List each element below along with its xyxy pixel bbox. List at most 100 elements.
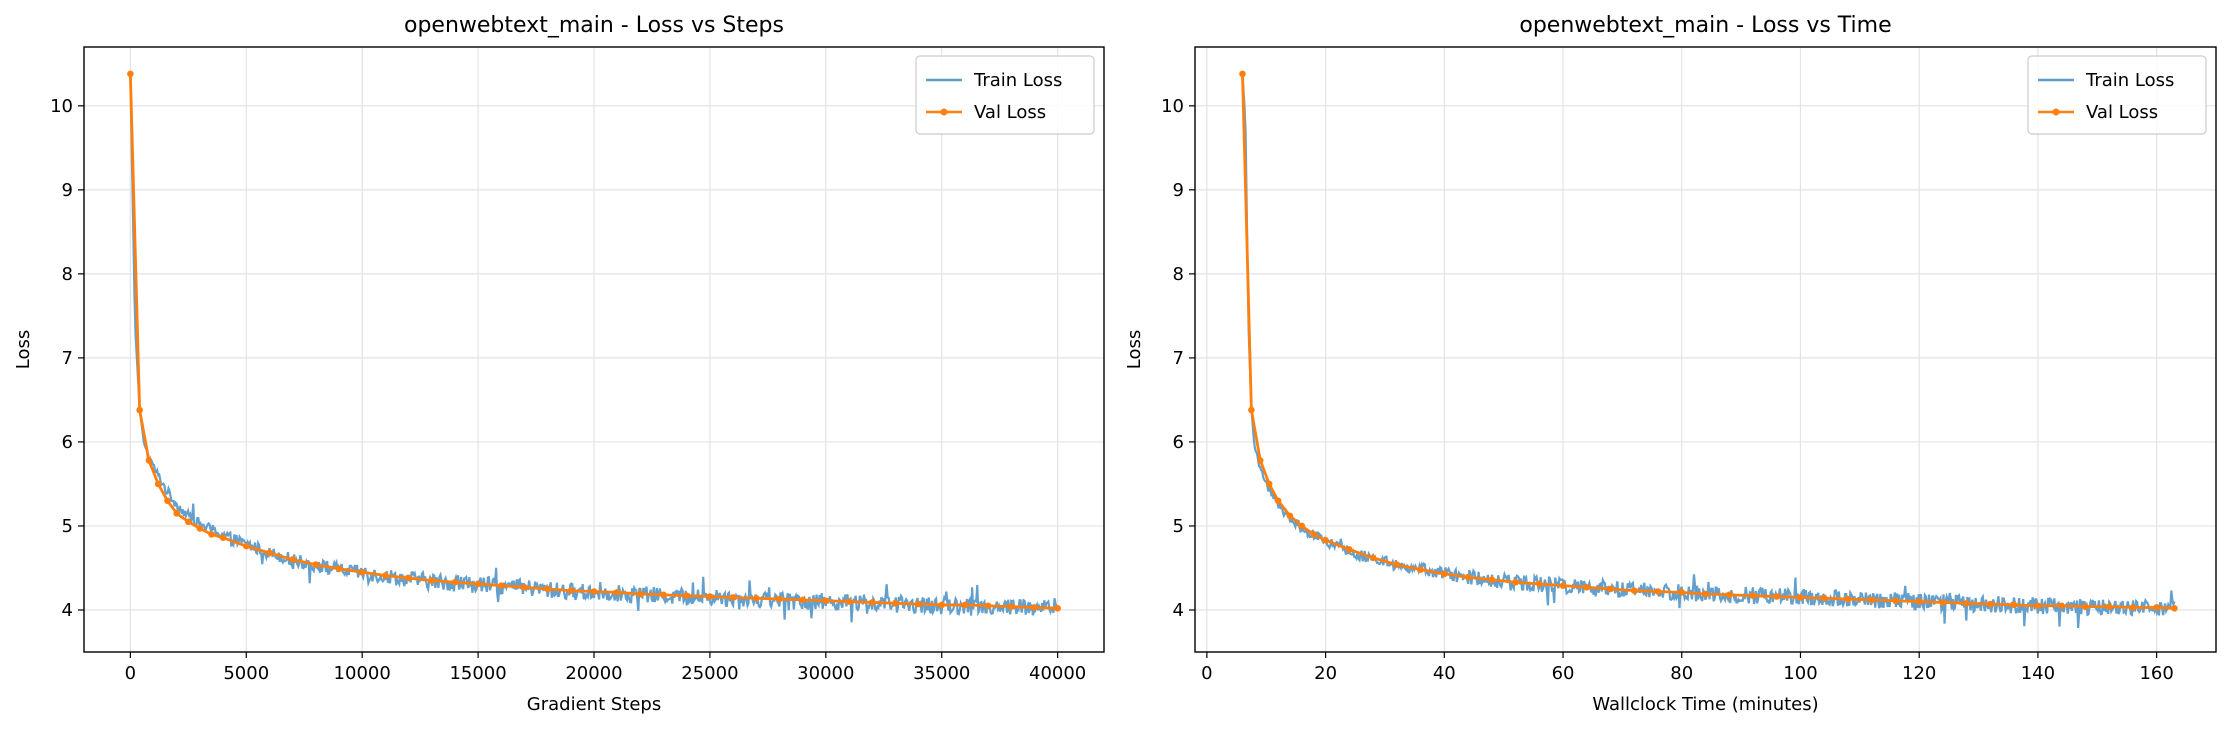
val-loss-point [1892, 597, 1899, 605]
legend: Train Loss Val Loss [915, 55, 1095, 135]
legend-train-label: Train Loss [973, 70, 1062, 91]
y-tick-label: 6 [62, 432, 73, 453]
x-axis-label: Gradient Steps [527, 694, 661, 715]
x-tick-label: 10000 [334, 663, 391, 684]
val-loss-point [1702, 590, 1709, 598]
val-loss-point [637, 590, 644, 598]
val-loss-point [915, 600, 922, 608]
x-tick-label: 140 [2021, 663, 2055, 684]
val-loss-point [428, 577, 436, 584]
val-loss-point [1607, 585, 1614, 593]
val-loss-point [382, 572, 389, 579]
val-loss-point [2105, 603, 2113, 610]
val-loss-point [1322, 536, 1329, 544]
y-tick-label: 4 [62, 600, 73, 621]
series-lines [127, 70, 1061, 623]
val-loss-point [1559, 582, 1567, 589]
x-tick-label: 160 [2139, 663, 2173, 684]
val-loss-point [154, 480, 162, 488]
val-loss-line [1241, 73, 2175, 610]
val-loss-point [1868, 596, 1876, 604]
val-loss-point [405, 574, 412, 582]
val-loss-point [451, 578, 459, 586]
val-loss-point [1464, 573, 1472, 581]
val-loss-point [289, 556, 296, 563]
x-tick-label: 25000 [681, 663, 738, 684]
val-loss-point [706, 593, 714, 600]
val-loss-point [208, 531, 215, 538]
y-axis-label: Loss [1124, 330, 1145, 369]
val-loss-point [521, 583, 528, 591]
val-loss-point [335, 565, 343, 573]
x-tick-label: 40 [1433, 663, 1456, 684]
series-lines [1239, 70, 2178, 628]
val-loss-point [266, 549, 273, 557]
val-loss-point [1310, 531, 1318, 538]
val-loss-point [984, 602, 992, 610]
val-loss-point [145, 457, 153, 464]
legend-box [2027, 55, 2207, 135]
x-tick-label: 0 [125, 663, 136, 684]
val-loss-point [164, 497, 171, 505]
y-tick-label: 10 [50, 96, 73, 117]
plot-frame [1194, 46, 2217, 653]
val-loss-point [2058, 602, 2065, 610]
train-loss-line [129, 73, 1059, 623]
val-loss-point [752, 594, 760, 602]
val-loss-point [1987, 600, 1994, 608]
val-loss-point [474, 580, 482, 588]
val-loss-point [660, 591, 667, 599]
val-loss-point [136, 406, 143, 414]
val-loss-point [776, 595, 783, 603]
val-loss-point [1417, 566, 1424, 573]
y-tick-label: 5 [62, 516, 73, 537]
x-tick-label: 30000 [797, 663, 854, 684]
val-loss-point [1844, 595, 1852, 603]
x-tick-label: 80 [1670, 663, 1693, 684]
val-loss-point [799, 596, 806, 604]
y-axis-label: Loss [13, 330, 34, 369]
val-loss-point [567, 587, 575, 594]
axis-ticks: 0 5000 10000 15000 20000 25000 30000 35000 40000… [50, 96, 1086, 684]
val-loss-point [1274, 497, 1282, 505]
train-loss-line [1241, 73, 2176, 628]
val-loss-point [196, 525, 204, 532]
val-loss-point [1939, 599, 1947, 606]
chart-title: openwebtext_main - Loss vs Steps [404, 13, 784, 38]
val-loss-point [1298, 522, 1306, 530]
y-tick-label: 8 [62, 264, 73, 285]
val-loss-point [1488, 576, 1496, 584]
x-tick-label: 20000 [565, 663, 622, 684]
val-loss-point [1265, 480, 1273, 488]
x-tick-label: 35000 [913, 663, 970, 684]
val-loss-point [961, 601, 969, 609]
y-tick-label: 5 [1173, 516, 1184, 537]
val-loss-point [1915, 598, 1923, 605]
axis-ticks: 0 20 40 60 80 100 120 140 160 4 5 6 7 8 9 10 [1161, 96, 2174, 684]
val-loss-point [544, 585, 551, 593]
grid-lines [1195, 47, 2216, 652]
y-tick-label: 7 [1173, 348, 1184, 369]
val-loss-point [2010, 601, 2018, 609]
val-loss-point [1773, 593, 1781, 600]
val-loss-point [845, 598, 853, 605]
val-loss-point [1678, 589, 1686, 596]
x-axis-label: Wallclock Time (minutes) [1592, 694, 1818, 715]
val-loss-point [868, 599, 876, 606]
val-loss-point [892, 599, 899, 607]
val-loss-point [2153, 604, 2160, 611]
val-loss-point [1346, 546, 1353, 553]
y-tick-label: 9 [62, 180, 73, 201]
val-loss-point [1797, 594, 1804, 601]
val-loss-point [497, 582, 505, 589]
val-loss-point [1054, 605, 1061, 612]
val-loss-point [938, 601, 946, 609]
legend-box [915, 55, 1095, 135]
x-tick-label: 0 [1201, 663, 1212, 684]
val-loss-point [1630, 587, 1638, 594]
val-loss-point [1725, 591, 1733, 599]
y-tick-label: 4 [1173, 600, 1184, 621]
x-tick-label: 40000 [1029, 663, 1086, 684]
val-loss-point [1654, 588, 1662, 595]
val-loss-point [590, 588, 598, 595]
